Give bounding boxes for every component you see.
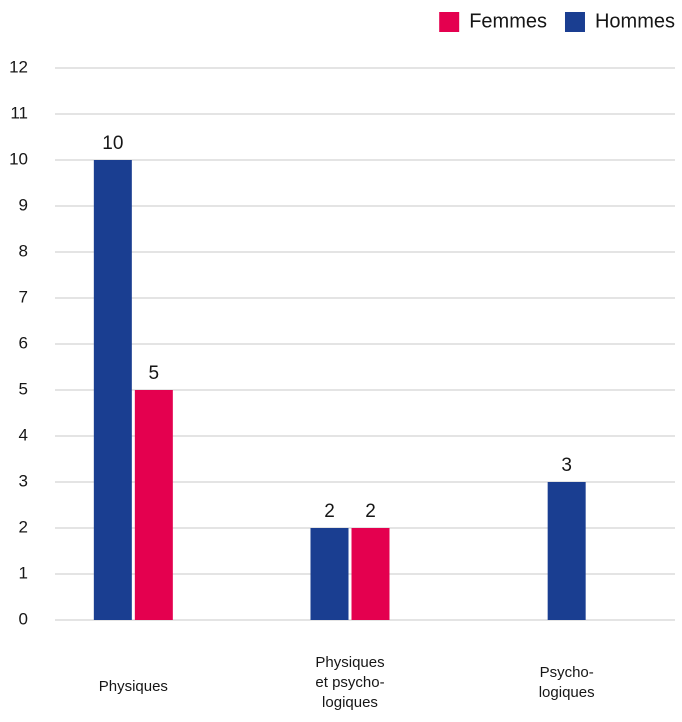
y-tick-label: 11 (10, 103, 28, 122)
y-tick-label: 6 (19, 333, 28, 352)
legend-swatch (439, 12, 460, 32)
y-tick-label: 3 (19, 471, 28, 490)
y-tick-label: 4 (19, 425, 28, 444)
bar (310, 528, 349, 620)
x-tick-label: Physiques et psycho-logiques (315, 654, 384, 711)
value-label: 2 (365, 501, 376, 522)
legend-swatch (564, 12, 585, 32)
y-tick-label: 2 (19, 517, 28, 536)
value-label: 10 (102, 133, 123, 154)
y-tick-label: 9 (19, 195, 28, 214)
x-tick-label: Psycho-logiques (539, 664, 595, 701)
y-tick-label: 10 (9, 149, 28, 168)
y-tick-label: 5 (19, 379, 28, 398)
bar (351, 528, 390, 620)
y-tick-label: 7 (19, 287, 28, 306)
value-label: 5 (149, 363, 160, 384)
y-tick-label: 0 (19, 609, 28, 628)
x-tick-label: Physiques (99, 678, 168, 695)
bar (547, 482, 586, 620)
y-tick-label: 12 (9, 57, 28, 76)
bar (93, 160, 132, 620)
value-label: 3 (561, 455, 572, 476)
value-label: 2 (324, 501, 335, 522)
y-tick-label: 1 (19, 563, 28, 582)
legend-label: Femmes (469, 10, 547, 32)
bar (134, 390, 173, 620)
y-tick-label: 8 (19, 241, 28, 260)
legend-label: Hommes (595, 10, 675, 32)
